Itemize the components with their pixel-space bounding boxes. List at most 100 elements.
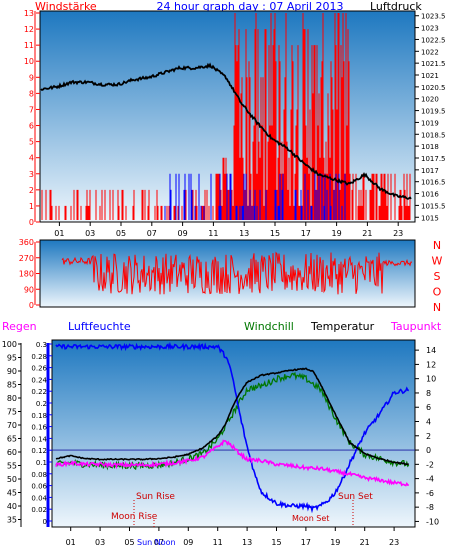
humidity-axis-label: 95 bbox=[7, 354, 17, 363]
wind-axis-label: 1 bbox=[29, 202, 34, 211]
humidity-axis-label: 65 bbox=[7, 435, 17, 444]
rain-axis-label: 0.24 bbox=[31, 376, 47, 384]
time-axis-top: 01 03 05 07 09 11 13 15 17 19 21 23 bbox=[54, 222, 403, 238]
time-tick-label: 13 bbox=[239, 229, 249, 238]
temperature-series bbox=[55, 367, 409, 466]
rain-axis-label: 0.08 bbox=[31, 471, 47, 479]
time-tick-label: 07 bbox=[147, 229, 157, 238]
wind-axis-label: 9 bbox=[29, 73, 34, 82]
compass-label: W bbox=[432, 255, 443, 268]
wind-axis-label: 2 bbox=[29, 186, 34, 195]
rain-axis-label: 0.06 bbox=[31, 483, 47, 491]
direction-series bbox=[61, 251, 413, 295]
pressure-axis-label: 1017 bbox=[421, 167, 439, 175]
rain-axis-label: 0.18 bbox=[31, 412, 47, 420]
time-tick-label: 01 bbox=[54, 229, 64, 238]
temp-axis-label: 8 bbox=[426, 389, 431, 398]
wind-axis-label: 11 bbox=[24, 41, 34, 50]
temp-axis-label: 14 bbox=[426, 346, 436, 355]
pressure-axis-label: 1021 bbox=[421, 72, 439, 80]
time-tick-label: 13 bbox=[242, 538, 252, 547]
direction-axis-label: 360 bbox=[19, 238, 34, 247]
time-tick-label: 19 bbox=[330, 538, 340, 547]
direction-axis-label: 270 bbox=[19, 254, 34, 263]
temp-axis-label: 12 bbox=[426, 360, 436, 369]
pressure-axis-label: 1016.5 bbox=[421, 179, 446, 187]
pressure-axis-label: 1017.5 bbox=[421, 155, 446, 163]
pressure-axis-label: 1021.5 bbox=[421, 60, 446, 68]
rain-axis-label: 0.12 bbox=[31, 447, 47, 455]
windstaerke-label: Windstärke bbox=[35, 0, 97, 13]
rain-axis-label: 0.14 bbox=[31, 435, 47, 443]
humidity-axis-label: 90 bbox=[7, 367, 17, 376]
pressure-axis-label: 1018.5 bbox=[421, 131, 446, 139]
temp-axis-label: -8 bbox=[426, 503, 434, 512]
pressure-axis-label: 1023.5 bbox=[421, 13, 446, 21]
rain-axis-label: 0.1 bbox=[36, 459, 47, 467]
rain-axis-label: 0.3 bbox=[36, 341, 47, 349]
time-tick-label: 03 bbox=[95, 538, 105, 547]
chart-title: 24 hour graph day : 07 April 2013 bbox=[157, 0, 344, 13]
compass-label: O bbox=[433, 286, 442, 299]
pressure-axis-label: 1019.5 bbox=[421, 108, 446, 116]
regen-label: Regen bbox=[2, 320, 37, 333]
taupunkt-label: Taupunkt bbox=[390, 320, 442, 333]
humidity-axis-label: 80 bbox=[7, 394, 17, 403]
wind-bars bbox=[41, 13, 411, 220]
wind-axis-label: 0 bbox=[29, 218, 34, 227]
humidity-axis-label: 85 bbox=[7, 381, 17, 390]
time-tick-label: 19 bbox=[332, 229, 342, 238]
humidity-axis-label: 100 bbox=[2, 340, 17, 349]
pressure-series bbox=[40, 62, 412, 200]
time-tick-label: 23 bbox=[389, 538, 399, 547]
temp-axis-label: 4 bbox=[426, 418, 431, 427]
time-tick-label: 09 bbox=[183, 538, 193, 547]
pressure-axis-label: 1015 bbox=[421, 214, 439, 222]
direction-panel-bg bbox=[39, 239, 416, 308]
sun-noon-label: Sun Noon bbox=[137, 538, 176, 547]
wind-axis-label: 12 bbox=[24, 25, 34, 34]
temp-axis-label: -4 bbox=[426, 475, 434, 484]
temp-axis-label: -2 bbox=[426, 460, 434, 469]
time-tick-label: 05 bbox=[116, 229, 126, 238]
pressure-axis-label: 1016 bbox=[421, 191, 439, 199]
humidity-axis-label: 55 bbox=[7, 462, 17, 471]
wind-axis-label: 5 bbox=[29, 138, 34, 147]
moon-set-label: Moon Set bbox=[292, 514, 329, 523]
temp-axis-label: 0 bbox=[426, 446, 431, 455]
pressure-axis-label: 1020 bbox=[421, 96, 439, 104]
direction-axis-label: 180 bbox=[19, 270, 34, 279]
humidity-axis-label: 75 bbox=[7, 408, 17, 417]
temperatur-label: Temperatur bbox=[310, 320, 375, 333]
rain-axis-label: 0.16 bbox=[31, 424, 47, 432]
rain-axis-label: 0.28 bbox=[31, 353, 47, 361]
temp-axis-label: 2 bbox=[426, 432, 431, 441]
sun-set-label: Sun Set bbox=[338, 492, 373, 502]
wind-axis-label: 4 bbox=[29, 154, 34, 163]
moon-rise-label: Moon Rise bbox=[111, 512, 158, 522]
humidity-axis-label: 60 bbox=[7, 448, 17, 457]
direction-axis-label: 90 bbox=[24, 285, 34, 294]
luftdruck-label: Luftdruck bbox=[370, 0, 422, 13]
wind-axis-label: 10 bbox=[24, 57, 34, 66]
temp-axis-label: 10 bbox=[426, 375, 436, 384]
humidity-axis-label: 40 bbox=[7, 502, 17, 511]
time-tick-label: 05 bbox=[124, 538, 134, 547]
temp-axis-label: -10 bbox=[426, 517, 439, 526]
windchill-label: Windchill bbox=[244, 320, 294, 333]
rain-axis-label: 0.2 bbox=[36, 400, 47, 408]
time-tick-label: 21 bbox=[360, 538, 370, 547]
wind-axis-label: 7 bbox=[29, 105, 34, 114]
pressure-axis: 1015 1015.5 1016 1016.5 1017 1017.5 1018 1018.5… bbox=[415, 13, 446, 222]
direction-axis-label: 0 bbox=[29, 301, 34, 310]
direction-degree-axis: 360 270 180 90 0 bbox=[19, 238, 40, 310]
time-tick-label: 01 bbox=[66, 538, 76, 547]
pressure-line bbox=[40, 62, 412, 200]
pressure-axis-label: 1023 bbox=[421, 25, 439, 33]
climate-axes: 100959085807570656055504540350.30.280.26… bbox=[2, 340, 439, 527]
compass-label: N bbox=[433, 239, 441, 252]
time-tick-label: 07 bbox=[154, 538, 164, 547]
wind-direction-line bbox=[61, 251, 413, 295]
pressure-axis-label: 1020.5 bbox=[421, 84, 446, 92]
